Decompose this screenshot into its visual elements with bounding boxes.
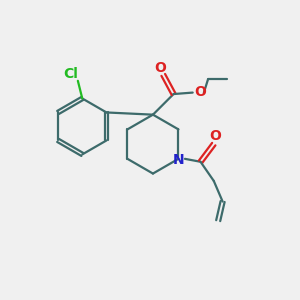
Text: Cl: Cl: [63, 67, 78, 81]
Text: O: O: [194, 85, 206, 99]
Text: O: O: [154, 61, 166, 75]
Text: O: O: [209, 129, 221, 143]
Text: N: N: [172, 153, 184, 167]
